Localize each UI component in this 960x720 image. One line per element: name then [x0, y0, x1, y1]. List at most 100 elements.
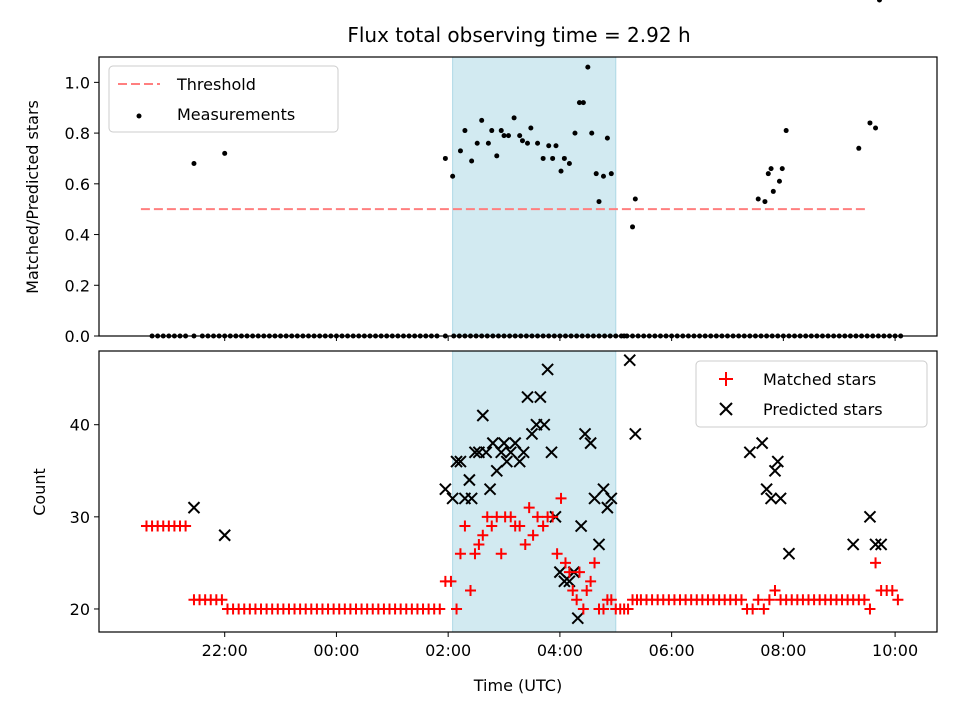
measurement-point — [191, 161, 197, 167]
y-tick-label: 0.6 — [65, 175, 90, 194]
matched-stars-point — [532, 511, 544, 523]
measurement-point — [550, 155, 556, 161]
matched-stars-point — [571, 594, 583, 606]
predicted-stars-point — [468, 446, 482, 459]
measurement-point — [580, 100, 586, 106]
top-plot-frame — [98, 56, 938, 337]
predicted-stars-point — [454, 455, 467, 468]
measurement-point — [779, 166, 785, 172]
predicted-stars-point — [495, 446, 508, 459]
predicted-stars-point — [534, 390, 547, 404]
matched-stars-point — [573, 566, 585, 578]
predicted-stars-point — [497, 436, 511, 450]
measurement-point — [589, 130, 595, 136]
matched-stars-point — [495, 548, 507, 560]
measurement-point — [474, 140, 480, 146]
measurement-point — [479, 117, 485, 123]
matched-stars-point — [747, 603, 759, 615]
matched-stars-point — [486, 520, 498, 532]
matched-stars-point — [555, 492, 567, 504]
x-tick-label: 08:00 — [760, 641, 806, 660]
measurement-point — [540, 155, 546, 161]
matched-stars-point — [454, 548, 466, 560]
matched-stars-point — [527, 529, 539, 541]
matched-stars-point — [523, 502, 535, 514]
predicted-stars-point — [490, 464, 503, 477]
measurement-point — [876, 0, 882, 3]
matched-stars-point — [537, 520, 549, 532]
measurement-point — [576, 100, 582, 106]
measurement-point — [546, 143, 552, 149]
x-tick-label: 06:00 — [649, 641, 695, 660]
x-axis-label: Time (UTC) — [473, 676, 562, 695]
y-tick-label: 1.0 — [65, 73, 90, 92]
measurement-point — [566, 161, 572, 167]
measurement-point — [519, 138, 525, 144]
bottom-legend-frame — [695, 360, 928, 428]
legend-predicted-label: Predicted stars — [763, 400, 883, 419]
matched-stars-point — [445, 575, 457, 587]
predicted-stars-point — [774, 492, 787, 505]
matched-stars-point — [858, 594, 870, 606]
y-tick-label: 20 — [70, 600, 90, 619]
matched-stars-point — [567, 585, 579, 597]
measurement-point — [856, 145, 862, 151]
bottom-x-ticks: 22:00 00:00 02:00 04:00 06:00 08:00 10:00 — [202, 632, 918, 660]
y-tick-label: 40 — [70, 416, 90, 435]
measurement-point — [632, 196, 638, 202]
predicted-stars-point — [479, 446, 493, 459]
matched-stars-point — [216, 594, 228, 606]
matched-stars-point — [892, 594, 904, 606]
predicted-stars-point — [476, 409, 490, 422]
predicted-stars-point — [541, 363, 554, 376]
measurement-point — [501, 133, 507, 139]
matched-stars-point — [597, 603, 609, 615]
predicted-stars-point — [760, 482, 773, 496]
bottom-y-ticks: 20 30 40 — [70, 416, 99, 619]
y-tick-label: 0.2 — [65, 276, 90, 295]
predicted-stars-point — [446, 492, 459, 505]
legend-measurements-label: Measurements — [177, 105, 295, 124]
predicted-stars-point — [465, 492, 478, 505]
predicted-stars-point — [869, 538, 882, 551]
predicted-stars-point — [439, 482, 452, 496]
measurement-point — [873, 125, 879, 131]
predicted-stars-point — [605, 492, 618, 505]
measurement-point — [494, 153, 500, 159]
chart-title: Flux total observing time = 2.92 h — [347, 23, 690, 47]
predicted-stars-point — [500, 455, 514, 468]
matched-stars-point — [514, 520, 526, 532]
matched-stars-point — [758, 603, 770, 615]
matched-stars-points — [140, 492, 904, 615]
matched-stars-point — [886, 585, 898, 597]
measurement-point — [755, 196, 761, 202]
measurement-point — [450, 173, 456, 179]
measurement-point — [524, 140, 530, 146]
measurement-point — [768, 166, 774, 172]
predicted-stars-point — [584, 436, 597, 450]
predicted-stars-point — [563, 575, 576, 588]
legend-matched-label: Matched stars — [763, 370, 876, 389]
y-tick-label: 0.8 — [65, 124, 90, 143]
predicted-stars-point — [755, 436, 769, 450]
x-tick-label: 10:00 — [872, 641, 918, 660]
predicted-stars-point — [545, 446, 558, 459]
measurement-point — [469, 158, 475, 164]
matched-stars-point — [605, 594, 617, 606]
measurement-point — [783, 128, 789, 134]
measurement-point — [511, 115, 517, 121]
predicted-stars-point — [874, 538, 888, 551]
predicted-stars-point — [450, 455, 463, 468]
measurement-point — [558, 168, 564, 174]
predicted-stars-point — [743, 446, 757, 459]
measurement-point — [596, 199, 602, 205]
measurement-point — [489, 128, 495, 134]
top-y-axis-label: Matched/Predicted stars — [23, 100, 42, 294]
predicted-stars-point — [553, 565, 567, 579]
measurement-point — [222, 150, 228, 156]
x-tick-label: 02:00 — [425, 641, 471, 660]
measurement-point — [498, 128, 504, 134]
matched-stars-point — [585, 575, 597, 587]
measurement-point — [770, 188, 776, 194]
